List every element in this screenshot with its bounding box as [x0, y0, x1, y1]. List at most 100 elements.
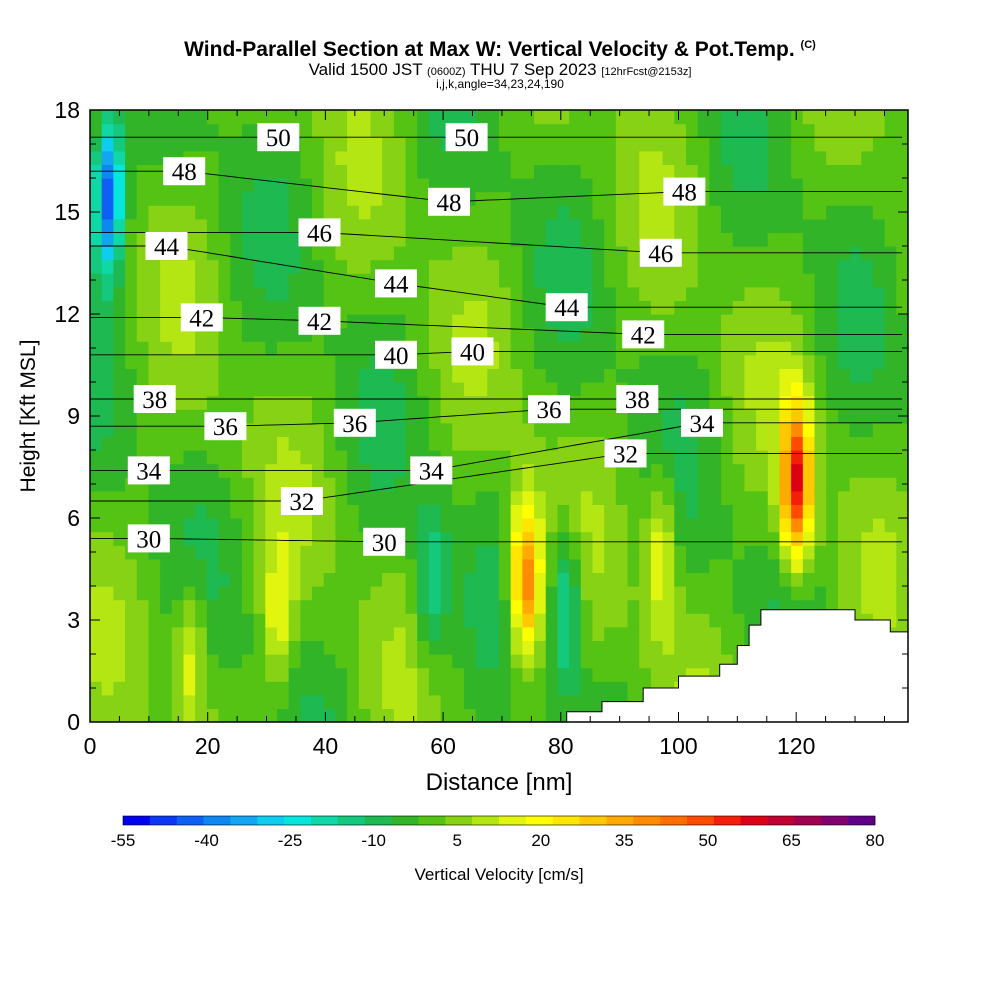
x-tick-label: 0: [84, 733, 97, 759]
y-tick-label: 3: [67, 607, 80, 633]
theta-label: 40: [451, 337, 494, 366]
colorbar-tick-label: 5: [452, 831, 461, 850]
colorbar-swatch: [633, 816, 661, 825]
colorbar-swatch: [445, 816, 473, 825]
colorbar-label: Vertical Velocity [cm/s]: [414, 865, 583, 884]
theta-label-text: 32: [289, 489, 314, 516]
colorbar-tick-label: -55: [111, 831, 136, 850]
theta-label: 32: [280, 487, 323, 516]
colorbar-swatch: [848, 816, 876, 825]
theta-contour-44: [90, 245, 903, 308]
colorbar-swatch: [525, 816, 554, 825]
theta-label-text: 42: [307, 309, 332, 336]
x-tick-label: 100: [659, 733, 697, 759]
colorbar-tick-label: 35: [615, 831, 634, 850]
potential-temperature-contours: [90, 136, 903, 543]
theta-label-text: 34: [136, 458, 162, 485]
forecast-info: [12hrFcst@2153z]: [601, 66, 692, 78]
x-tick-label: 40: [313, 733, 339, 759]
theta-label-text: 34: [690, 411, 716, 438]
colorbar-swatch: [284, 816, 312, 825]
colorbar-swatch: [579, 816, 607, 825]
theta-label: 40: [375, 340, 417, 370]
colorbar-swatch: [364, 816, 392, 825]
y-tick-label: 0: [67, 709, 80, 735]
colorbar-tick-label: -25: [278, 831, 303, 850]
colorbar-tick-label: -10: [361, 831, 386, 850]
theta-label: 50: [257, 123, 300, 152]
theta-label: 42: [622, 320, 665, 349]
theta-contour-30: [90, 537, 903, 543]
theta-contour-34: [90, 422, 903, 471]
theta-label: 44: [545, 293, 588, 322]
colorbar: -55 -40 -25 -10 5 20 35 50 65 80: [111, 815, 885, 850]
colorbar-swatch: [203, 816, 231, 825]
colorbar-swatch: [552, 816, 580, 825]
colorbar-swatch: [418, 816, 446, 825]
theta-label-text: 42: [631, 322, 656, 349]
theta-label-text: 48: [672, 180, 697, 207]
theta-label: 38: [616, 385, 659, 414]
theta-label-text: 46: [307, 220, 332, 247]
copyright-mark: (C): [800, 39, 816, 51]
valid-time: Valid 1500 JST: [308, 60, 423, 79]
colorbar-swatch: [821, 816, 849, 825]
colorbar-swatch: [472, 816, 500, 825]
theta-label: 42: [180, 303, 223, 332]
chart-title-text: Wind-Parallel Section at Max W: Vertical…: [184, 38, 795, 61]
theta-contour-48: [90, 170, 903, 203]
theta-label-text: 36: [537, 397, 562, 424]
theta-label-text: 38: [625, 387, 650, 414]
colorbar-swatch: [123, 816, 151, 825]
colorbar-swatch: [230, 816, 258, 825]
colorbar-swatch: [740, 816, 768, 825]
theta-label-text: 30: [372, 530, 397, 557]
theta-label: 42: [298, 306, 341, 336]
terrain-mask: [566, 609, 908, 722]
theta-label: 38: [133, 385, 176, 414]
theta-contour-32: [90, 452, 903, 502]
theta-label-text: 50: [454, 125, 479, 152]
theta-label-text: 30: [136, 526, 161, 553]
colorbar-tick-label: 50: [698, 831, 717, 850]
colorbar-swatch: [499, 816, 527, 825]
theta-label-text: 40: [460, 339, 485, 366]
x-axis-label: Distance [nm]: [426, 769, 573, 796]
theta-label: 44: [375, 269, 417, 298]
colorbar-tick-label: 65: [782, 831, 801, 850]
theta-label: 44: [145, 232, 188, 261]
theta-contour-46: [90, 231, 903, 254]
theta-label: 48: [428, 187, 470, 217]
theta-label-text: 34: [419, 458, 445, 485]
theta-contour-42: [90, 316, 903, 335]
colorbar-swatch: [176, 816, 204, 825]
x-tick-label: 60: [430, 733, 456, 759]
colorbar-swatch: [687, 816, 715, 825]
theta-label: 34: [127, 456, 170, 485]
theta-label: 46: [298, 218, 341, 247]
theta-label: 36: [204, 412, 247, 441]
y-tick-label: 12: [54, 301, 80, 327]
colorbar-swatch: [257, 816, 285, 825]
theta-label-text: 44: [554, 295, 580, 322]
theta-label: 50: [445, 123, 488, 152]
theta-label: 36: [333, 408, 376, 438]
colorbar-swatch: [606, 816, 634, 825]
theta-label: 30: [127, 524, 170, 553]
theta-label-text: 48: [437, 190, 462, 217]
theta-contour-40: [90, 350, 903, 356]
x-tick-label: 120: [777, 733, 815, 759]
potential-temperature-labels: 50 50 48 48 48 46 46 44 44 44 42 42 42 40 40 38 38 36 36 36…: [127, 123, 723, 557]
theta-label-text: 36: [342, 411, 367, 438]
colorbar-tick-label: 80: [866, 831, 885, 850]
colorbar-tick-label: -40: [194, 831, 219, 850]
valid-zulu: (0600Z): [427, 66, 466, 78]
chart-subtitle: Valid 1500 JST (0600Z) THU 7 Sep 2023 [1…: [0, 60, 1000, 80]
theta-label-text: 44: [154, 234, 180, 261]
y-axis-label: Height [Kft MSL]: [17, 340, 40, 493]
y-tick-label: 18: [54, 97, 80, 123]
theta-label: 30: [363, 527, 406, 557]
theta-label-text: 32: [613, 441, 638, 468]
